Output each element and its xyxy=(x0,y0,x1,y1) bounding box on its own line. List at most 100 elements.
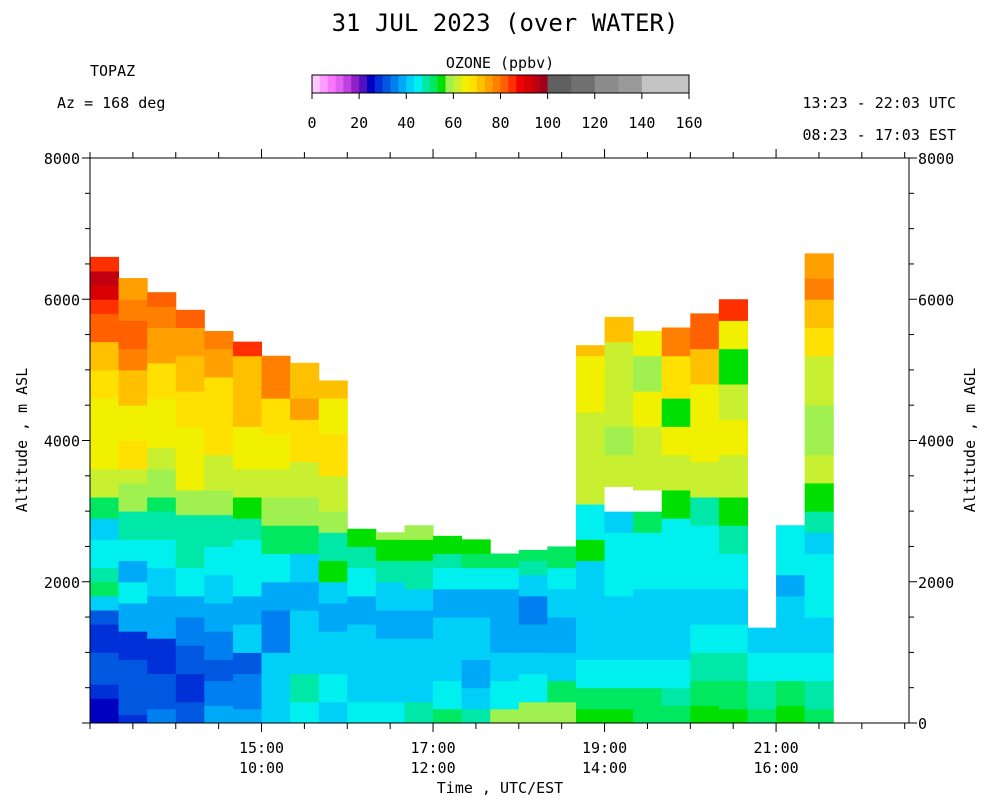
ozone-cell xyxy=(633,708,663,724)
ozone-cell xyxy=(347,567,377,597)
ozone-cell xyxy=(604,560,634,597)
ozone-cell xyxy=(175,617,205,646)
colorbar-tick-label: 140 xyxy=(628,114,655,132)
ozone-cell xyxy=(404,638,434,675)
ozone-cell xyxy=(604,454,634,487)
ozone-cell xyxy=(232,652,263,675)
ozone-cell xyxy=(604,708,634,724)
ozone-cell xyxy=(118,511,148,540)
ozone-cell xyxy=(604,486,634,512)
ozone-cell xyxy=(604,532,634,562)
ozone-cell xyxy=(518,549,548,562)
ozone-cell xyxy=(547,567,577,590)
ozone-cell xyxy=(118,631,148,660)
ozone-cell xyxy=(404,560,434,590)
ozone-cell xyxy=(147,567,177,597)
ozone-cell xyxy=(518,673,548,703)
ozone-cell xyxy=(576,539,606,562)
colorbar-swatch xyxy=(429,75,439,93)
ozone-cell xyxy=(90,652,120,685)
ozone-cell xyxy=(147,468,177,498)
ozone-cell xyxy=(404,701,434,724)
colorbar-swatch xyxy=(641,75,690,93)
ozone-cell xyxy=(776,705,806,724)
ozone-cell xyxy=(261,433,291,470)
ozone-cell xyxy=(290,553,320,583)
ozone-cell xyxy=(576,384,606,413)
ozone-cell xyxy=(433,535,463,554)
ozone-cell xyxy=(290,525,320,554)
ozone-cell xyxy=(576,482,606,505)
ozone-cell xyxy=(490,588,520,625)
ozone-cell xyxy=(776,680,806,706)
ozone-cell xyxy=(576,447,606,484)
ozone-cell xyxy=(661,454,691,491)
ozone-cell xyxy=(232,355,263,392)
ozone-cell xyxy=(175,309,205,328)
colorbar-label: OZONE (ppbv) xyxy=(446,54,554,72)
ozone-cell xyxy=(547,546,577,569)
colorbar-swatch xyxy=(414,75,423,93)
ozone-cell xyxy=(633,391,663,427)
ozone-cell xyxy=(661,624,691,660)
ozone-cell xyxy=(690,348,720,385)
ozone-cell xyxy=(804,454,834,484)
ozone-cell xyxy=(147,292,177,307)
ozone-cell xyxy=(90,715,120,724)
ozone-cell xyxy=(633,461,663,491)
ozone-cell xyxy=(804,532,834,554)
ozone-cell xyxy=(404,539,434,562)
ozone-cell xyxy=(232,595,263,625)
colorbar-tick-label: 40 xyxy=(397,114,415,132)
colorbar-swatch xyxy=(461,75,470,93)
ozone-cell xyxy=(576,687,606,710)
ozone-cell xyxy=(318,602,348,632)
ozone-cell xyxy=(261,553,291,583)
ozone-cell xyxy=(404,525,434,540)
ozone-cell xyxy=(118,539,148,562)
ozone-cell xyxy=(204,546,234,576)
ozone-cell xyxy=(261,468,291,498)
ozone-cell xyxy=(90,518,120,540)
ozone-cell xyxy=(576,345,606,357)
ozone-cell xyxy=(804,708,834,724)
colorbar-swatch xyxy=(437,75,446,93)
ozone-cell xyxy=(175,567,205,597)
colorbar-swatch xyxy=(327,75,336,93)
ozone-cell xyxy=(290,673,320,703)
ozone-cell xyxy=(147,398,177,449)
y-tick-label-left: 6000 xyxy=(44,291,80,309)
colorbar-swatch xyxy=(492,75,501,93)
colorbar-swatch xyxy=(319,75,329,93)
ozone-cell xyxy=(375,581,405,611)
x-tick-label-utc: 19:00 xyxy=(582,739,627,757)
ozone-cell xyxy=(318,380,348,399)
ozone-cell xyxy=(375,701,405,724)
colorbar-swatch xyxy=(374,75,384,93)
ozone-cell xyxy=(347,624,377,653)
ozone-cell xyxy=(175,426,205,463)
ozone-cell xyxy=(661,659,691,689)
ozone-cell xyxy=(433,617,463,653)
ozone-cell xyxy=(604,398,634,427)
ozone-cell xyxy=(661,426,691,456)
ozone-cell xyxy=(261,680,291,710)
ozone-cell xyxy=(718,497,749,526)
colorbar-ticks: 0 20 40 60 80 100 120 140 160 xyxy=(307,93,703,132)
ozone-cell xyxy=(604,687,634,710)
colorbar-swatch xyxy=(421,75,431,93)
colorbar-swatch xyxy=(351,75,360,93)
ozone-cell xyxy=(147,327,177,364)
ozone-cell xyxy=(118,602,148,632)
ozone-cell xyxy=(661,518,691,554)
colorbar-tick-label: 20 xyxy=(350,114,368,132)
ozone-cell xyxy=(804,511,834,533)
colorbar-swatch xyxy=(484,75,494,93)
ozone-cell xyxy=(261,398,291,434)
ozone-cell xyxy=(404,610,434,639)
ozone-cell xyxy=(804,278,834,300)
ozone-cell xyxy=(318,398,348,434)
ozone-cell xyxy=(433,567,463,590)
colorbar-tick-label: 60 xyxy=(444,114,462,132)
ozone-cell xyxy=(690,313,720,350)
